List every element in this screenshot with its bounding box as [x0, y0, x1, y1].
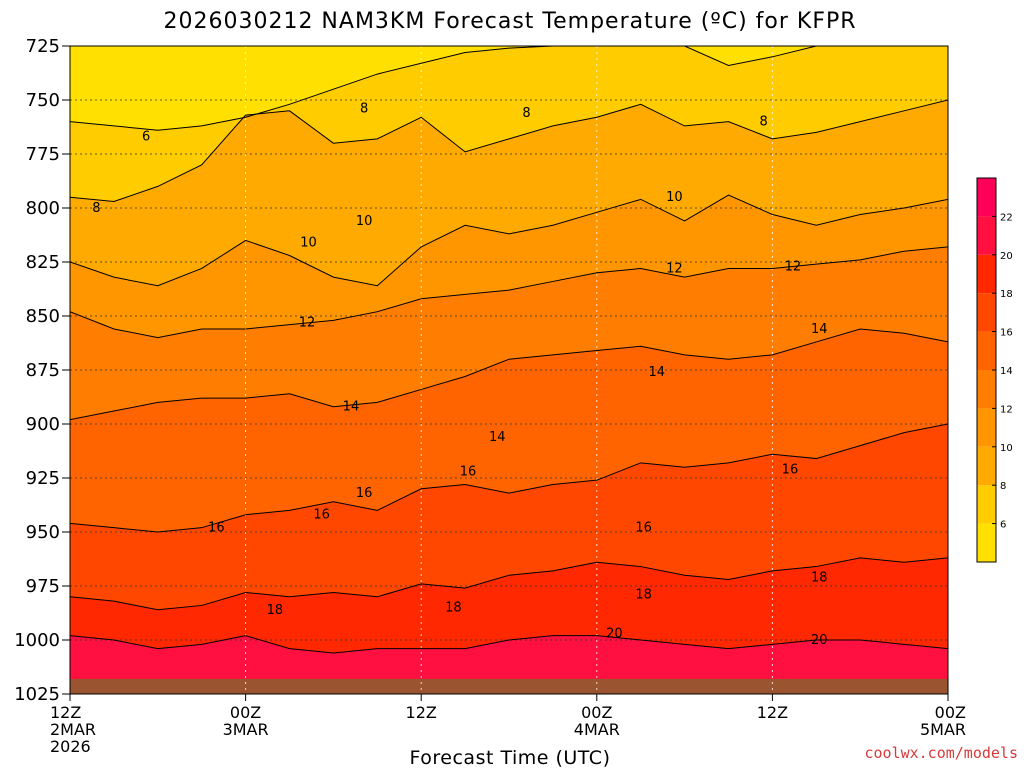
contour-label: 8 [759, 115, 767, 130]
contour-label: 14 [811, 322, 828, 337]
contour-label: 8 [360, 102, 368, 117]
colorbar-swatch [977, 216, 996, 255]
colorbar-swatch [977, 523, 996, 562]
colorbar-swatch [977, 331, 996, 370]
credit-link[interactable]: coolwx.com/models [864, 744, 1018, 762]
contour-label: 12 [299, 315, 316, 330]
x-tick-label-line: 00Z [581, 703, 612, 722]
contour-label: 16 [356, 486, 373, 501]
contour-label: 14 [489, 430, 506, 445]
x-tick-label-line: 2MAR [50, 720, 96, 739]
contour-label: 18 [445, 601, 462, 616]
contour-label: 16 [313, 508, 330, 523]
y-tick-label: 875 [26, 360, 60, 381]
contour-label: 12 [666, 261, 683, 276]
x-tick-label-line: 2026 [50, 737, 91, 756]
isotherm-12 [70, 246, 948, 339]
y-tick-label: 800 [26, 198, 60, 219]
colorbar-tick-label: 6 [1000, 520, 1006, 531]
y-tick-label: 900 [26, 414, 60, 435]
contour-label: 10 [300, 236, 317, 251]
contour-label: 16 [208, 521, 225, 536]
contour-label: 10 [666, 190, 683, 205]
x-tick-label-line: 4MAR [574, 720, 620, 739]
contour-label: 16 [782, 462, 799, 477]
y-tick-label: 850 [26, 306, 60, 327]
contour-label: 18 [267, 603, 284, 618]
contour-label: 14 [343, 400, 360, 415]
y-tick-label: 825 [26, 252, 60, 273]
y-tick-label: 950 [26, 522, 60, 543]
x-tick-label-line: 12Z [406, 703, 437, 722]
colorbar-swatch [977, 446, 996, 486]
colorbar-tick-label: 8 [1000, 481, 1006, 492]
colorbar-legend: 6 8 10 12 14 16 18 20 22 [976, 177, 1013, 563]
x-tick-label-line: 00Z [935, 703, 966, 722]
x-tick-label: 00Z 3MAR [223, 703, 269, 739]
colorbar-tick-label: 10 [1000, 443, 1013, 454]
y-tick-label: 775 [26, 144, 60, 165]
chart-title: 2026030212 NAM3KM Forecast Temperature (… [163, 9, 856, 34]
contour-label: 16 [460, 465, 477, 480]
colorbar-tick-label: 16 [1000, 328, 1013, 339]
x-tick-label-line: 3MAR [223, 720, 269, 739]
isotherm-18 [70, 557, 948, 611]
colorbar-swatch [977, 370, 996, 409]
y-tick-label: 750 [26, 90, 60, 111]
x-tick-label: 12Z [757, 703, 788, 722]
x-axis-label: Forecast Time (UTC) [410, 747, 611, 768]
x-tick-label-line: 5MAR [920, 720, 966, 739]
x-tick-label: 12Z [406, 703, 437, 722]
contour-label: 18 [811, 570, 828, 585]
contour-label: 14 [649, 365, 666, 380]
x-tick-label-line: 12Z [50, 703, 81, 722]
y-tick-label: 725 [26, 36, 60, 57]
contour-label: 20 [811, 633, 828, 648]
colorbar-swatch [977, 293, 996, 332]
x-tick-label-line: 00Z [230, 703, 261, 722]
isotherm-6 [70, 46, 948, 131]
ground-surface [70, 678, 948, 694]
x-tick-label: 00Z 4MAR [574, 703, 620, 739]
isotherm-10 [70, 194, 948, 287]
colorbar-swatch [977, 408, 996, 447]
isotherm-20 [70, 635, 948, 654]
plot-area: 6 8 8 8 8 10 10 10 12 12 12 14 14 14 14 16 16 16 16 16 16 18 1… [69, 45, 949, 695]
contour-label: 8 [522, 106, 530, 121]
contour-label: 10 [356, 214, 373, 229]
colorbar-swatch [977, 178, 996, 217]
x-tick-label: 12Z 2MAR 2026 [50, 703, 96, 756]
y-axis: 725 750 775 800 825 850 875 900 925 950 975 1000 102… [14, 36, 70, 705]
contour-label: 12 [785, 259, 802, 274]
contour-label: 20 [606, 627, 623, 642]
contour-label: 8 [92, 201, 100, 216]
colorbar-tick-label: 20 [1000, 251, 1013, 262]
y-tick-label: 925 [26, 468, 60, 489]
contour-label: 16 [635, 521, 652, 536]
contour-label: 6 [142, 130, 150, 145]
colorbar-tick-label: 18 [1000, 289, 1013, 300]
contour-label: 18 [635, 588, 652, 603]
isotherm-8 [70, 99, 948, 203]
colorbar-swatch [977, 254, 996, 294]
y-tick-label: 1025 [14, 684, 60, 705]
colorbar-tick-label: 14 [1000, 366, 1013, 377]
colorbar-tick-label: 12 [1000, 404, 1013, 415]
colorbar-swatch [977, 485, 996, 524]
isotherm-16 [70, 423, 948, 533]
isotherm-14 [70, 328, 948, 421]
colorbar-tick-label: 22 [1000, 212, 1013, 223]
x-tick-label: 00Z 5MAR [920, 703, 966, 739]
y-tick-label: 975 [26, 576, 60, 597]
y-tick-label: 1000 [14, 630, 60, 651]
x-tick-label-line: 12Z [757, 703, 788, 722]
